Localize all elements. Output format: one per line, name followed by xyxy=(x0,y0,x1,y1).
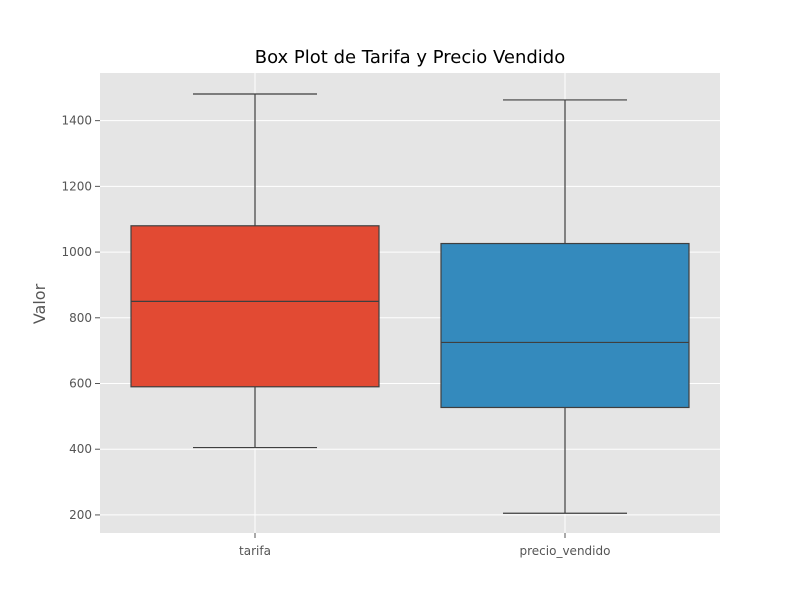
y-tick-label: 1200 xyxy=(61,179,92,193)
iqr-box xyxy=(440,242,690,409)
y-tick-label: 800 xyxy=(69,311,92,325)
y-tick-label: 600 xyxy=(69,377,92,391)
x-tick-label: precio_vendido xyxy=(520,544,611,558)
box-series xyxy=(130,93,690,514)
x-axis: tarifa precio_vendido xyxy=(239,533,610,558)
y-axis-label: Valor xyxy=(30,283,49,324)
y-tick-label: 1000 xyxy=(61,245,92,259)
box-precio_vendido xyxy=(440,99,690,514)
box-tarifa xyxy=(130,93,380,449)
y-tick-label: 200 xyxy=(69,508,92,522)
chart-title: Box Plot de Tarifa y Precio Vendido xyxy=(255,47,565,68)
y-tick-label: 1400 xyxy=(61,114,92,128)
y-tick-label: 400 xyxy=(69,442,92,456)
y-axis: 200 400 600 800 1000 1200 1400 xyxy=(61,114,100,522)
iqr-box xyxy=(130,225,380,388)
x-tick-label: tarifa xyxy=(239,544,271,558)
